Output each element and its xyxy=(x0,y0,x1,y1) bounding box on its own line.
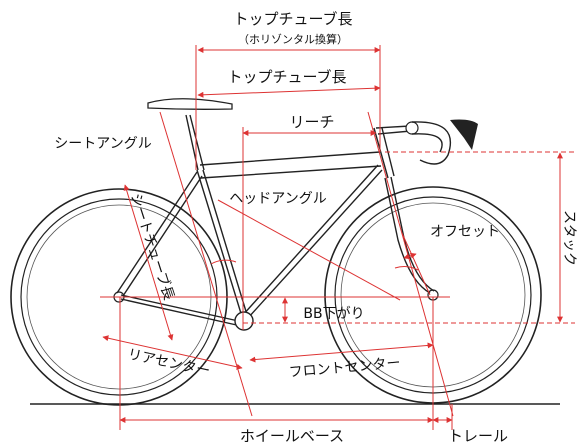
handlebar xyxy=(375,119,478,165)
label-reach: リーチ xyxy=(289,113,334,131)
label-bb-drop: BB下がり xyxy=(303,306,364,322)
fork-offset-line xyxy=(401,232,431,296)
front-center-dimension xyxy=(249,342,434,363)
rear-center-dimension xyxy=(102,335,243,370)
label-front-center: フロントセンター xyxy=(288,355,401,381)
label-head-angle: ヘッドアングル xyxy=(229,191,326,207)
label-top-tube: トップチューブ長 xyxy=(227,68,346,86)
head-angle-line xyxy=(217,199,401,301)
label-seat-angle: シートアングル xyxy=(54,136,151,152)
label-trail: トレール xyxy=(448,427,508,445)
saddle xyxy=(147,98,233,110)
seat-tube-dimension xyxy=(123,184,174,341)
label-stack: スタック xyxy=(561,210,577,266)
label-top-tube-horizontal-note: （ホリゾンタル換算） xyxy=(238,32,348,46)
head-angle-arc xyxy=(394,266,419,271)
steering-axis xyxy=(367,111,454,417)
label-seat-tube: シートチューブ長 xyxy=(127,191,178,302)
seat-angle-arc xyxy=(210,259,237,265)
label-offset: オフセット xyxy=(430,224,500,240)
offset-dimension xyxy=(403,252,417,260)
label-wheelbase: ホイールベース xyxy=(240,427,344,445)
top-tube-dimension xyxy=(197,85,381,98)
label-top-tube-horizontal: トップチューブ長 xyxy=(233,10,352,28)
